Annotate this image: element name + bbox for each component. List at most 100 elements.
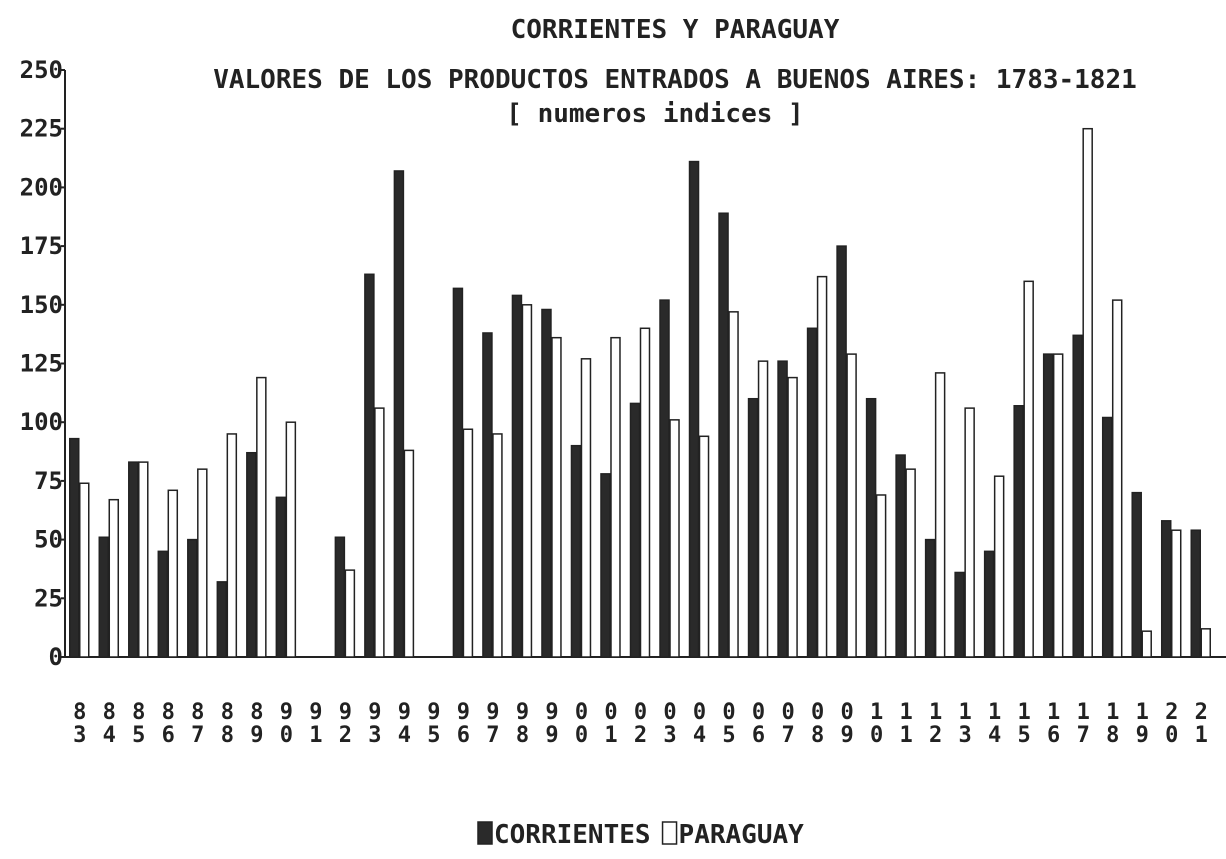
- bar: [777, 360, 788, 658]
- y-tick-label: 200: [20, 173, 63, 201]
- bar: [167, 489, 179, 658]
- bar: [757, 360, 769, 658]
- bar: [108, 498, 120, 658]
- x-tick-label: 10: [864, 700, 889, 746]
- x-tick-label: 15: [1012, 700, 1037, 746]
- bar: [128, 461, 139, 658]
- y-tick-label: 100: [20, 408, 63, 436]
- bar: [1101, 416, 1113, 658]
- bar: [865, 397, 877, 658]
- bar: [570, 444, 582, 658]
- x-tick-label: 90: [274, 700, 299, 746]
- bar: [924, 538, 936, 658]
- bar: [964, 407, 975, 658]
- bar: [511, 294, 523, 658]
- bar: [1013, 405, 1024, 658]
- bar: [806, 327, 818, 658]
- bar: [580, 358, 592, 658]
- x-tick-label: 06: [746, 700, 771, 746]
- bar: [718, 212, 729, 658]
- x-tick-label: 08: [805, 700, 830, 746]
- bar: [452, 287, 464, 658]
- x-tick-label: 87: [185, 700, 210, 746]
- x-tick-label: 99: [539, 700, 564, 746]
- bar: [1131, 491, 1142, 658]
- chart-note: [ numeros indices ]: [506, 99, 803, 129]
- bar: [256, 376, 267, 658]
- x-tick-label: 84: [97, 700, 122, 746]
- x-tick-label: 93: [362, 700, 387, 746]
- bar: [1111, 299, 1123, 658]
- bar: [600, 473, 611, 658]
- x-tick-label: 83: [67, 700, 92, 746]
- bar: [364, 273, 375, 658]
- bar: [1072, 334, 1083, 658]
- x-tick-label: 01: [598, 700, 623, 746]
- bar: [610, 336, 621, 658]
- x-tick-label: 85: [126, 700, 151, 746]
- x-tick-label: 09: [835, 700, 860, 746]
- bar: [403, 449, 415, 658]
- bar: [1190, 529, 1201, 658]
- bar: [954, 571, 965, 658]
- bar: [226, 433, 238, 658]
- bar: [629, 402, 641, 658]
- legend-label: CORRIENTES: [494, 820, 651, 850]
- bar: [934, 372, 946, 658]
- bar: [374, 407, 385, 658]
- legend-swatch: [477, 821, 493, 845]
- y-tick-label: 250: [20, 56, 63, 84]
- x-tick-label: 16: [1041, 700, 1066, 746]
- bar: [285, 421, 297, 658]
- y-tick-label: 225: [20, 115, 63, 143]
- bar: [846, 353, 857, 658]
- y-tick-label: 75: [34, 467, 63, 495]
- x-tick-label: 88: [215, 700, 240, 746]
- y-tick-label: 175: [20, 232, 63, 260]
- x-tick-label: 20: [1159, 700, 1184, 746]
- bar: [344, 569, 356, 658]
- x-tick-label: 21: [1189, 700, 1214, 746]
- bar: [216, 581, 228, 658]
- x-tick-label: 96: [451, 700, 476, 746]
- bar: [787, 376, 798, 658]
- bar: [393, 170, 405, 658]
- bar: [334, 536, 346, 658]
- bar: [1160, 520, 1172, 658]
- legend-label: PARAGUAY: [679, 820, 805, 850]
- x-tick-label: 97: [480, 700, 505, 746]
- y-tick-label: 0: [49, 643, 63, 671]
- x-tick-label: 02: [628, 700, 653, 746]
- bar: [69, 437, 80, 658]
- bar: [698, 435, 710, 658]
- x-tick-label: 91: [303, 700, 328, 746]
- bar: [816, 275, 828, 658]
- y-tick-label: 50: [34, 526, 63, 554]
- x-tick-label: 17: [1071, 700, 1096, 746]
- x-tick-label: 05: [717, 700, 742, 746]
- bar: [521, 304, 533, 658]
- bar: [246, 451, 257, 658]
- y-tick-label: 25: [34, 584, 63, 612]
- x-tick-label: 14: [982, 700, 1007, 746]
- bar: [79, 482, 90, 658]
- bar: [482, 332, 493, 658]
- bar: [98, 536, 110, 658]
- bar: [905, 468, 916, 658]
- bar: [492, 433, 503, 658]
- x-tick-label: 86: [156, 700, 181, 746]
- bar: [875, 494, 887, 658]
- bar: [541, 308, 552, 658]
- bar: [1082, 127, 1093, 658]
- bar: [1141, 630, 1152, 658]
- bar: [551, 336, 562, 658]
- bar: [1052, 353, 1064, 658]
- bar: [747, 397, 759, 658]
- x-tick-label: 03: [658, 700, 683, 746]
- legend-swatch: [661, 821, 678, 845]
- x-tick-label: 18: [1100, 700, 1125, 746]
- bar: [197, 468, 208, 658]
- bar: [836, 245, 847, 658]
- bar: [1042, 353, 1054, 658]
- bar: [1023, 280, 1034, 658]
